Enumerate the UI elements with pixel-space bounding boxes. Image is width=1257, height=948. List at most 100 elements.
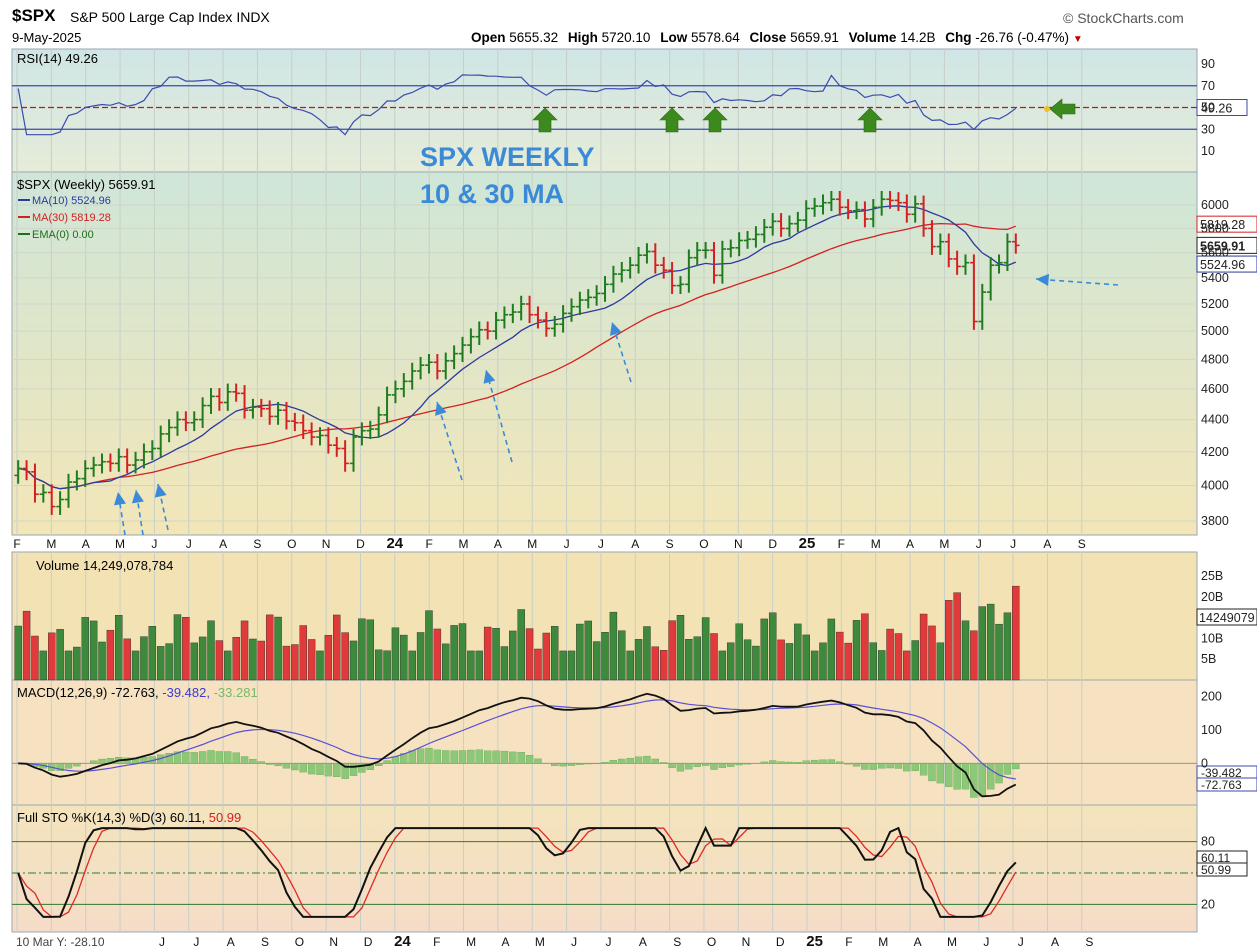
- volume-bar: [852, 620, 861, 681]
- x-tick-label: 24: [386, 535, 403, 552]
- volume-bar: [970, 630, 978, 681]
- macd-hist-bar: [383, 760, 391, 764]
- macd-value: -72.763,: [111, 685, 159, 700]
- macd-hist-bar: [425, 747, 433, 764]
- macd-hist-bar: [492, 750, 500, 764]
- sto-params: Full STO %K(14,3) %D(3): [17, 810, 166, 825]
- macd-tick-label: 200: [1201, 690, 1222, 704]
- x-tick-label-bottom: S: [261, 935, 269, 948]
- price-tick-label: 4400: [1201, 413, 1229, 427]
- volume-bar: [333, 614, 341, 681]
- stockcharts-logo[interactable]: © StockCharts.com: [1063, 10, 1184, 26]
- price-tick-label: 4200: [1201, 445, 1229, 459]
- price-tick-label: 4600: [1201, 382, 1229, 396]
- macd-hist-bar: [634, 756, 643, 764]
- volume-bar: [643, 626, 651, 681]
- sto-badge-text: 50.99: [1201, 863, 1231, 877]
- x-tick-label: N: [734, 537, 743, 551]
- x-tick-label-bottom: S: [673, 935, 681, 948]
- macd-hist-bar: [366, 763, 374, 770]
- macd-hist-bar: [643, 755, 651, 764]
- price-tick-label: 5800: [1201, 221, 1229, 235]
- volume-bar: [953, 592, 961, 681]
- sto-tick-label: 20: [1201, 897, 1215, 911]
- macd-line: [18, 692, 1017, 798]
- volume-bar: [198, 636, 207, 681]
- macd-hist-bar: [584, 763, 592, 765]
- macd-hist-bar: [190, 752, 198, 764]
- volume-bar: [836, 631, 844, 681]
- macd-signal-value: -39.482,: [162, 685, 210, 700]
- volume-bar: [651, 646, 660, 681]
- macd-signal-line: [18, 699, 1016, 780]
- volume-bar: [668, 620, 676, 681]
- volume-bar: [919, 613, 928, 681]
- macd-hist-bar: [660, 762, 668, 764]
- x-tick-label-bottom: D: [364, 935, 373, 948]
- macd-hist-bar: [534, 758, 542, 764]
- volume-bar: [64, 650, 73, 681]
- x-axis-bottom: J J A S O N D 24 F M A M J J A S O N D 25 F M A M J J A S: [159, 933, 1093, 948]
- volume-bar: [190, 642, 198, 681]
- volume-bar: [358, 618, 366, 681]
- x-tick-label: J: [186, 537, 192, 551]
- x-tick-label-bottom: 25: [806, 933, 823, 948]
- volume-bar: [48, 632, 56, 681]
- volume-bar: [1012, 585, 1020, 681]
- close-value: 5659.91: [790, 30, 839, 45]
- macd-hist-bar: [517, 752, 525, 764]
- y-axis-right: 90 70 50 30 10 6000 5800 5600 5400 5200 5000 4800 46…: [1201, 57, 1229, 911]
- volume-bar: [559, 650, 567, 681]
- volume-bar: [458, 623, 467, 681]
- volume-bar: [374, 649, 383, 681]
- volume-bar: [861, 613, 869, 681]
- macd-hist-bar: [341, 763, 349, 779]
- volume-bar: [576, 623, 584, 681]
- macd-hist-bar: [299, 763, 307, 773]
- volume-bar: [492, 628, 500, 681]
- volume-tick-label: 5B: [1201, 652, 1216, 666]
- rsi-panel: 49.26: [12, 74, 1248, 136]
- rsi-line: [17, 74, 1017, 136]
- macd-hist-bar: [282, 763, 291, 769]
- macd-tick-label: 0: [1201, 756, 1208, 770]
- x-tick-label: M: [527, 537, 537, 551]
- volume-bar: [567, 650, 576, 681]
- x-tick-label: A: [82, 537, 90, 551]
- volume-bar: [73, 646, 81, 681]
- volume-bar: [794, 623, 802, 681]
- volume-bar: [903, 650, 911, 681]
- volume-bar: [349, 640, 358, 681]
- volume-bar: [685, 639, 693, 681]
- volume-bar: [433, 628, 442, 681]
- ma10-line: [18, 205, 1017, 490]
- macd-hist-bar: [198, 751, 207, 764]
- macd-panel-bg: [11, 679, 1198, 806]
- volume-bar: [877, 650, 886, 681]
- volume-bar: [98, 641, 106, 681]
- volume-bar: [383, 650, 391, 681]
- rsi-tick-label: 50: [1201, 101, 1215, 115]
- volume-bar: [659, 650, 668, 681]
- close-badge: [1196, 236, 1257, 254]
- x-tick-label-bottom: F: [433, 935, 440, 948]
- volume-bar: [483, 626, 492, 681]
- close-badge-text: 5659.91: [1200, 239, 1245, 253]
- brand-text: StockCharts.com: [1077, 10, 1184, 26]
- macd-hist-bar: [827, 759, 836, 764]
- volume-bar: [450, 625, 458, 681]
- index-full-name: S&P 500 Large Cap Index: [70, 9, 233, 25]
- volume-panel: 14249079: [14, 585, 1257, 681]
- x-tick-label: 25: [799, 535, 816, 552]
- x-tick-label: M: [459, 537, 469, 551]
- volume-bar: [400, 634, 408, 681]
- bottom-left-readout: 10 Mar Y: -28.10: [16, 935, 105, 948]
- ma10-badge: [1196, 255, 1257, 273]
- volume-bar: [618, 630, 626, 681]
- volume-bar: [551, 626, 559, 681]
- x-tick-label-bottom: J: [193, 935, 199, 948]
- macd-hist-bar: [852, 763, 861, 767]
- rsi-tick-label: 70: [1201, 79, 1215, 93]
- macd-hist-bar: [266, 763, 274, 765]
